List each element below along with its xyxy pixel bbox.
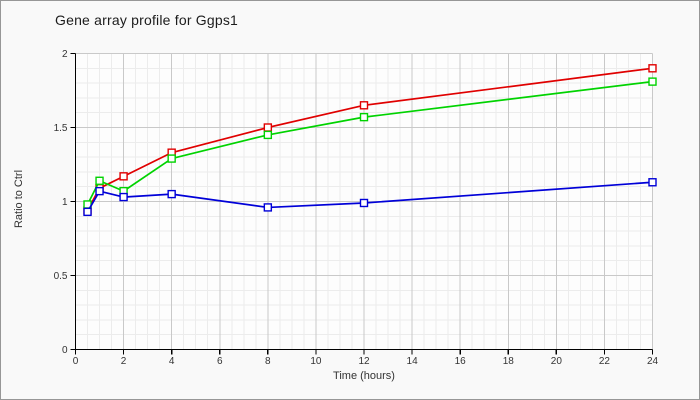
- green-series-marker: [167, 154, 176, 163]
- x-tick-label: 8: [265, 356, 271, 367]
- x-tick-label: 14: [407, 356, 419, 367]
- y-tick-label: 0.5: [54, 271, 68, 282]
- chart-title: Gene array profile for Ggps1: [55, 12, 239, 28]
- y-axis-title: Ratio to Ctrl: [13, 169, 25, 229]
- red-series-marker: [648, 64, 657, 73]
- x-tick-label: 18: [503, 356, 515, 367]
- green-series-marker: [263, 130, 273, 140]
- x-tick-label: 2: [121, 356, 127, 367]
- green-series-marker: [648, 77, 657, 86]
- x-tick-label: 6: [217, 356, 223, 367]
- y-tick-label: 1: [62, 197, 68, 208]
- x-tick-label: 22: [599, 356, 611, 367]
- blue-series-marker: [119, 192, 128, 202]
- green-series-marker: [95, 176, 104, 185]
- x-tick-label: 10: [310, 356, 322, 367]
- red-series-marker: [263, 123, 273, 132]
- green-series-marker: [359, 112, 369, 122]
- blue-series-marker: [263, 203, 273, 212]
- blue-series-marker: [648, 178, 657, 187]
- x-tick-label: 24: [647, 356, 659, 367]
- blue-series-marker: [167, 189, 176, 199]
- x-tick-label: 16: [455, 356, 467, 367]
- x-tick-label: 12: [358, 356, 370, 367]
- x-axis-title: Time (hours): [333, 370, 395, 382]
- red-series-marker: [119, 172, 128, 181]
- blue-series-marker: [83, 207, 92, 217]
- blue-series-marker: [359, 198, 369, 208]
- y-tick-label: 0: [62, 345, 68, 356]
- x-tick-label: 0: [73, 356, 79, 367]
- blue-series-marker: [95, 186, 104, 196]
- x-tick-label: 20: [551, 356, 563, 367]
- y-tick-label: 1.5: [54, 123, 68, 134]
- x-tick-label: 4: [169, 356, 175, 367]
- y-tick-label: 2: [62, 49, 68, 60]
- red-series-marker: [359, 101, 369, 110]
